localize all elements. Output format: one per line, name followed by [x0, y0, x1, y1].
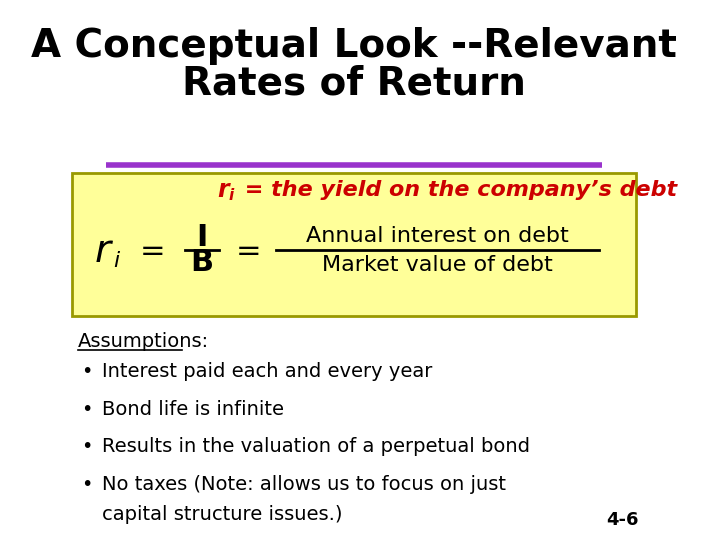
- Text: Annual interest on debt: Annual interest on debt: [306, 226, 569, 246]
- Text: No taxes (Note: allows us to focus on just: No taxes (Note: allows us to focus on ju…: [102, 475, 505, 494]
- Text: =: =: [235, 237, 261, 266]
- Text: •: •: [81, 437, 92, 456]
- Text: capital structure issues.): capital structure issues.): [102, 505, 342, 524]
- Text: Interest paid each and every year: Interest paid each and every year: [102, 362, 432, 381]
- Text: B: B: [190, 248, 214, 278]
- Text: Bond life is infinite: Bond life is infinite: [102, 400, 284, 419]
- Text: •: •: [81, 400, 92, 419]
- Text: r: r: [95, 232, 111, 270]
- Text: i: i: [229, 188, 234, 203]
- Text: Market value of debt: Market value of debt: [322, 254, 553, 275]
- Text: i: i: [113, 251, 120, 272]
- Text: Assumptions:: Assumptions:: [78, 332, 209, 351]
- Text: Rates of Return: Rates of Return: [182, 65, 526, 103]
- Text: =: =: [140, 237, 165, 266]
- Text: = the yield on the company’s debt: = the yield on the company’s debt: [238, 180, 678, 200]
- Text: I: I: [197, 223, 207, 252]
- Text: r: r: [217, 178, 229, 202]
- Text: Results in the valuation of a perpetual bond: Results in the valuation of a perpetual …: [102, 437, 530, 456]
- Text: A Conceptual Look --Relevant: A Conceptual Look --Relevant: [31, 27, 677, 65]
- Text: •: •: [81, 475, 92, 494]
- Text: •: •: [81, 362, 92, 381]
- FancyBboxPatch shape: [72, 173, 636, 316]
- Text: 4-6: 4-6: [606, 511, 639, 529]
